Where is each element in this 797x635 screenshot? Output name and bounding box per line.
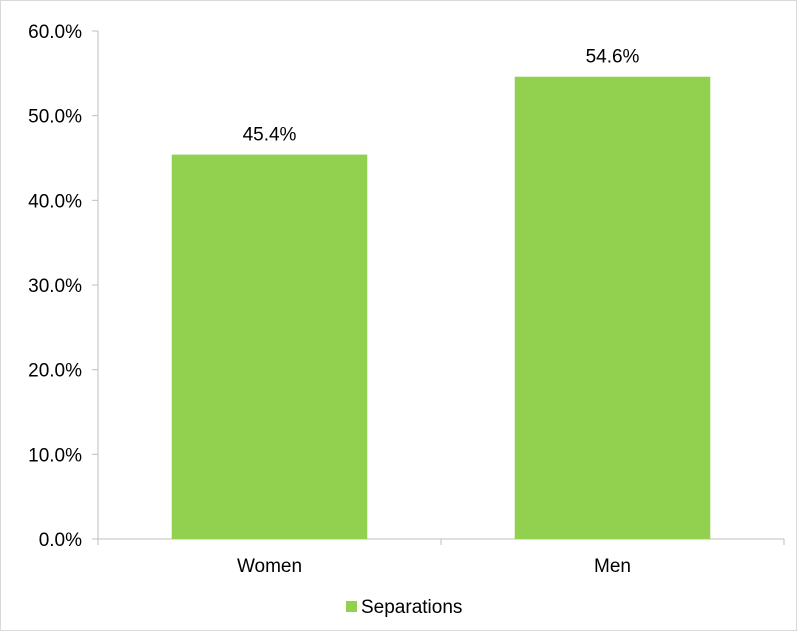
y-tick-label: 30.0%: [28, 276, 82, 297]
data-label: 45.4%: [243, 125, 297, 146]
data-labels: 45.4% 54.6%: [243, 47, 640, 146]
legend: Separations: [346, 597, 462, 618]
legend-swatch: [346, 601, 357, 612]
y-tick-label: 40.0%: [28, 191, 82, 212]
y-tick-label: 50.0%: [28, 107, 82, 128]
legend-label: Separations: [361, 597, 462, 618]
bar-women: [171, 154, 368, 539]
data-label: 54.6%: [586, 47, 640, 68]
bar-men: [514, 76, 711, 539]
x-axis: Women Men: [97, 538, 785, 577]
bars: [171, 76, 711, 539]
y-axis: 0.0% 10.0% 20.0% 30.0% 40.0% 50.0% 60.0%: [28, 22, 99, 551]
y-tick-label: 60.0%: [28, 22, 82, 43]
x-category-label: Men: [594, 556, 631, 577]
y-tick-label: 0.0%: [39, 530, 82, 551]
y-tick-label: 20.0%: [28, 361, 82, 382]
y-tick-label: 10.0%: [28, 445, 82, 466]
x-category-label: Women: [237, 556, 302, 577]
